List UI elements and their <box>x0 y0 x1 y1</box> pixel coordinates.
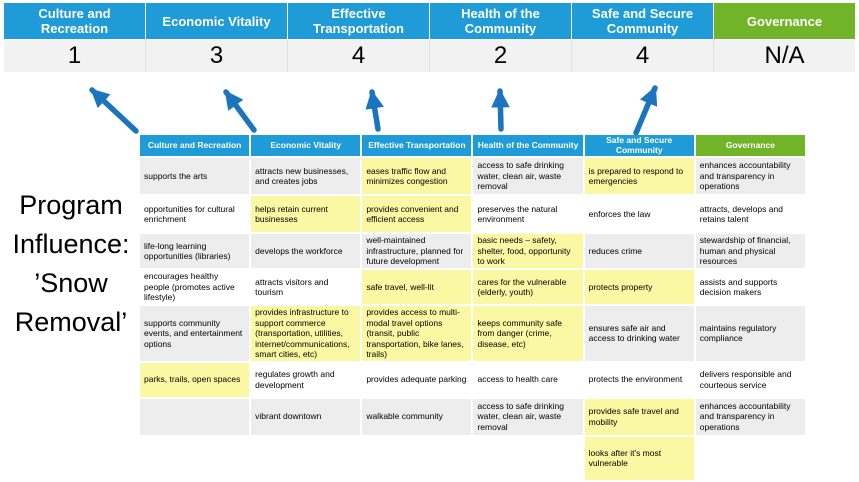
matrix-row-7: vibrant downtown walkable community access… <box>140 398 805 435</box>
priority-score-economic-vitality: 3 <box>145 40 287 72</box>
matrix-cell-effective-transportation-r7: walkable community <box>362 398 472 435</box>
arrow-icon-culture-and-recreation <box>89 87 139 134</box>
matrix-cell-culture-and-recreation-r7 <box>140 398 250 435</box>
matrix-cell-governance-r1: enhances accountability and transparency… <box>695 158 805 194</box>
matrix-cell-health-of-the-community-r7: access to safe drinking water, clean air… <box>473 398 583 435</box>
priority-header-safe-and-secure-community: Safe and Secure Community <box>572 3 713 39</box>
matrix-cell-safe-and-secure-community-r8: looks after it's most vulnerable <box>584 436 694 480</box>
matrix-cell-culture-and-recreation-r3: life-long learning opportunities (librar… <box>140 234 250 268</box>
priority-header-health-of-the-community: Health of the Community <box>430 3 571 39</box>
matrix-cell-economic-vitality-r1: attracts new businesses, and creates job… <box>251 158 361 194</box>
matrix-cell-effective-transportation-r2: provides convenient and efficient access <box>362 196 472 232</box>
matrix-row-4: encourages healthy people (promotes acti… <box>140 270 805 304</box>
matrix-cell-effective-transportation-r6: provides adequate parking <box>362 362 472 397</box>
matrix-cell-safe-and-secure-community-r4: protects property <box>584 270 694 304</box>
matrix-cell-economic-vitality-r8 <box>251 436 361 480</box>
matrix-column-header-effective-transportation: Effective Transportation <box>362 135 472 156</box>
matrix-cell-health-of-the-community-r3: basic needs – safety, shelter, food, opp… <box>473 234 583 268</box>
matrix-cell-culture-and-recreation-r6: parks, trails, open spaces <box>140 362 250 397</box>
matrix-column-header-health-of-the-community: Health of the Community <box>473 135 583 156</box>
matrix-cell-effective-transportation-r4: safe travel, well-lit <box>362 270 472 304</box>
arrow-icon-economic-vitality <box>223 89 257 133</box>
matrix-cell-health-of-the-community-r4: cares for the vulnerable (elderly, youth… <box>473 270 583 304</box>
program-influence-line: Influence: <box>12 229 130 259</box>
matrix-cell-economic-vitality-r2: helps retain current businesses <box>251 196 361 232</box>
matrix-cell-culture-and-recreation-r8 <box>140 436 250 480</box>
matrix-row-6: parks, trails, open spaces regulates grow… <box>140 362 805 397</box>
matrix-cell-culture-and-recreation-r1: supports the arts <box>140 158 250 194</box>
matrix-cell-safe-and-secure-community-r1: is prepared to respond to emergencies <box>584 158 694 194</box>
priority-score-effective-transportation: 4 <box>287 40 429 72</box>
priority-score-safe-and-secure-community: 4 <box>571 40 713 72</box>
priority-header-row: Culture and Recreation Economic Vitality E… <box>4 3 855 39</box>
priority-score-health-of-the-community: 2 <box>429 40 571 72</box>
matrix-column-header-safe-and-secure-community: Safe and Secure Community <box>584 135 694 156</box>
matrix-row-2: opportunities for cultural enrichment hel… <box>140 196 805 232</box>
matrix-cell-governance-r8 <box>695 436 805 480</box>
matrix-cell-effective-transportation-r5: provides access to multi-modal travel op… <box>362 306 472 361</box>
priority-score-culture-and-recreation: 1 <box>4 40 145 72</box>
matrix-cell-culture-and-recreation-r5: supports community events, and entertain… <box>140 306 250 361</box>
arrow-icon-health-of-the-community <box>491 88 510 132</box>
program-influence-line: Program <box>19 190 123 220</box>
priority-score-row: 1 3 4 2 4 N/A <box>4 40 855 72</box>
matrix-row-5: supports community events, and entertain… <box>140 306 805 361</box>
matrix-cell-governance-r3: stewardship of financial, human and phys… <box>695 234 805 268</box>
matrix-cell-economic-vitality-r6: regulates growth and development <box>251 362 361 397</box>
matrix-cell-governance-r2: attracts, develops and retains talent <box>695 196 805 232</box>
matrix-cell-safe-and-secure-community-r5: ensures safe air and access to drinking … <box>584 306 694 361</box>
matrix-column-header-culture-and-recreation: Culture and Recreation <box>140 135 250 156</box>
matrix-cell-governance-r6: delivers responsible and courteous servi… <box>695 362 805 397</box>
matrix-cell-governance-r7: enhances accountability and transparency… <box>695 398 805 435</box>
matrix-cell-economic-vitality-r5: provides infrastructure to support comme… <box>251 306 361 361</box>
matrix-column-header-economic-vitality: Economic Vitality <box>251 135 361 156</box>
matrix-cell-safe-and-secure-community-r6: protects the environment <box>584 362 694 397</box>
matrix-cell-health-of-the-community-r5: keeps community safe from danger (crime,… <box>473 306 583 361</box>
matrix-header-row: Culture and Recreation Economic Vitality E… <box>140 135 805 156</box>
priority-score-governance: N/A <box>713 40 855 72</box>
matrix-cell-health-of-the-community-r6: access to health care <box>473 362 583 397</box>
matrix-cell-health-of-the-community-r2: preserves the natural environment <box>473 196 583 232</box>
matrix-cell-effective-transportation-r3: well-maintained infrastructure, planned … <box>362 234 472 268</box>
influence-arrows <box>89 85 658 136</box>
matrix-cell-governance-r4: assists and supports decision makers <box>695 270 805 304</box>
priority-header-culture-and-recreation: Culture and Recreation <box>4 3 145 39</box>
arrow-icon-safe-and-secure-community <box>633 85 658 136</box>
matrix-row-3: life-long learning opportunities (librar… <box>140 234 805 268</box>
matrix-cell-effective-transportation-r1: eases traffic flow and minimizes congest… <box>362 158 472 194</box>
matrix-cell-effective-transportation-r8 <box>362 436 472 480</box>
matrix-cell-safe-and-secure-community-r3: reduces crime <box>584 234 694 268</box>
matrix-cell-culture-and-recreation-r2: opportunities for cultural enrichment <box>140 196 250 232</box>
matrix-row-1: supports the arts attracts new businesses… <box>140 158 805 194</box>
matrix-cell-health-of-the-community-r1: access to safe drinking water, clean air… <box>473 158 583 194</box>
priority-header-governance: Governance <box>714 3 855 39</box>
influence-matrix: Culture and Recreation Economic Vitality E… <box>138 133 807 482</box>
matrix-cell-health-of-the-community-r8 <box>473 436 583 480</box>
matrix-row-8: looks after it's most vulnerable <box>140 436 805 480</box>
matrix-cell-safe-and-secure-community-r7: provides safe travel and mobility <box>584 398 694 435</box>
matrix-body: supports the arts attracts new businesses… <box>140 158 805 480</box>
matrix-cell-governance-r5: maintains regulatory compliance <box>695 306 805 361</box>
matrix-cell-safe-and-secure-community-r2: enforces the law <box>584 196 694 232</box>
priority-header-effective-transportation: Effective Transportation <box>288 3 429 39</box>
matrix-column-header-governance: Governance <box>695 135 805 156</box>
program-influence-line: ’Snow <box>34 268 108 298</box>
matrix-cell-culture-and-recreation-r4: encourages healthy people (promotes acti… <box>140 270 250 304</box>
program-influence-label: Program Influence: ’Snow Removal’ <box>0 186 142 342</box>
matrix-cell-economic-vitality-r4: attracts visitors and tourism <box>251 270 361 304</box>
matrix-cell-economic-vitality-r3: develops the workforce <box>251 234 361 268</box>
arrow-icon-effective-transportation <box>365 89 384 132</box>
program-influence-line: Removal’ <box>14 307 128 337</box>
matrix-cell-economic-vitality-r7: vibrant downtown <box>251 398 361 435</box>
priority-header-economic-vitality: Economic Vitality <box>146 3 287 39</box>
